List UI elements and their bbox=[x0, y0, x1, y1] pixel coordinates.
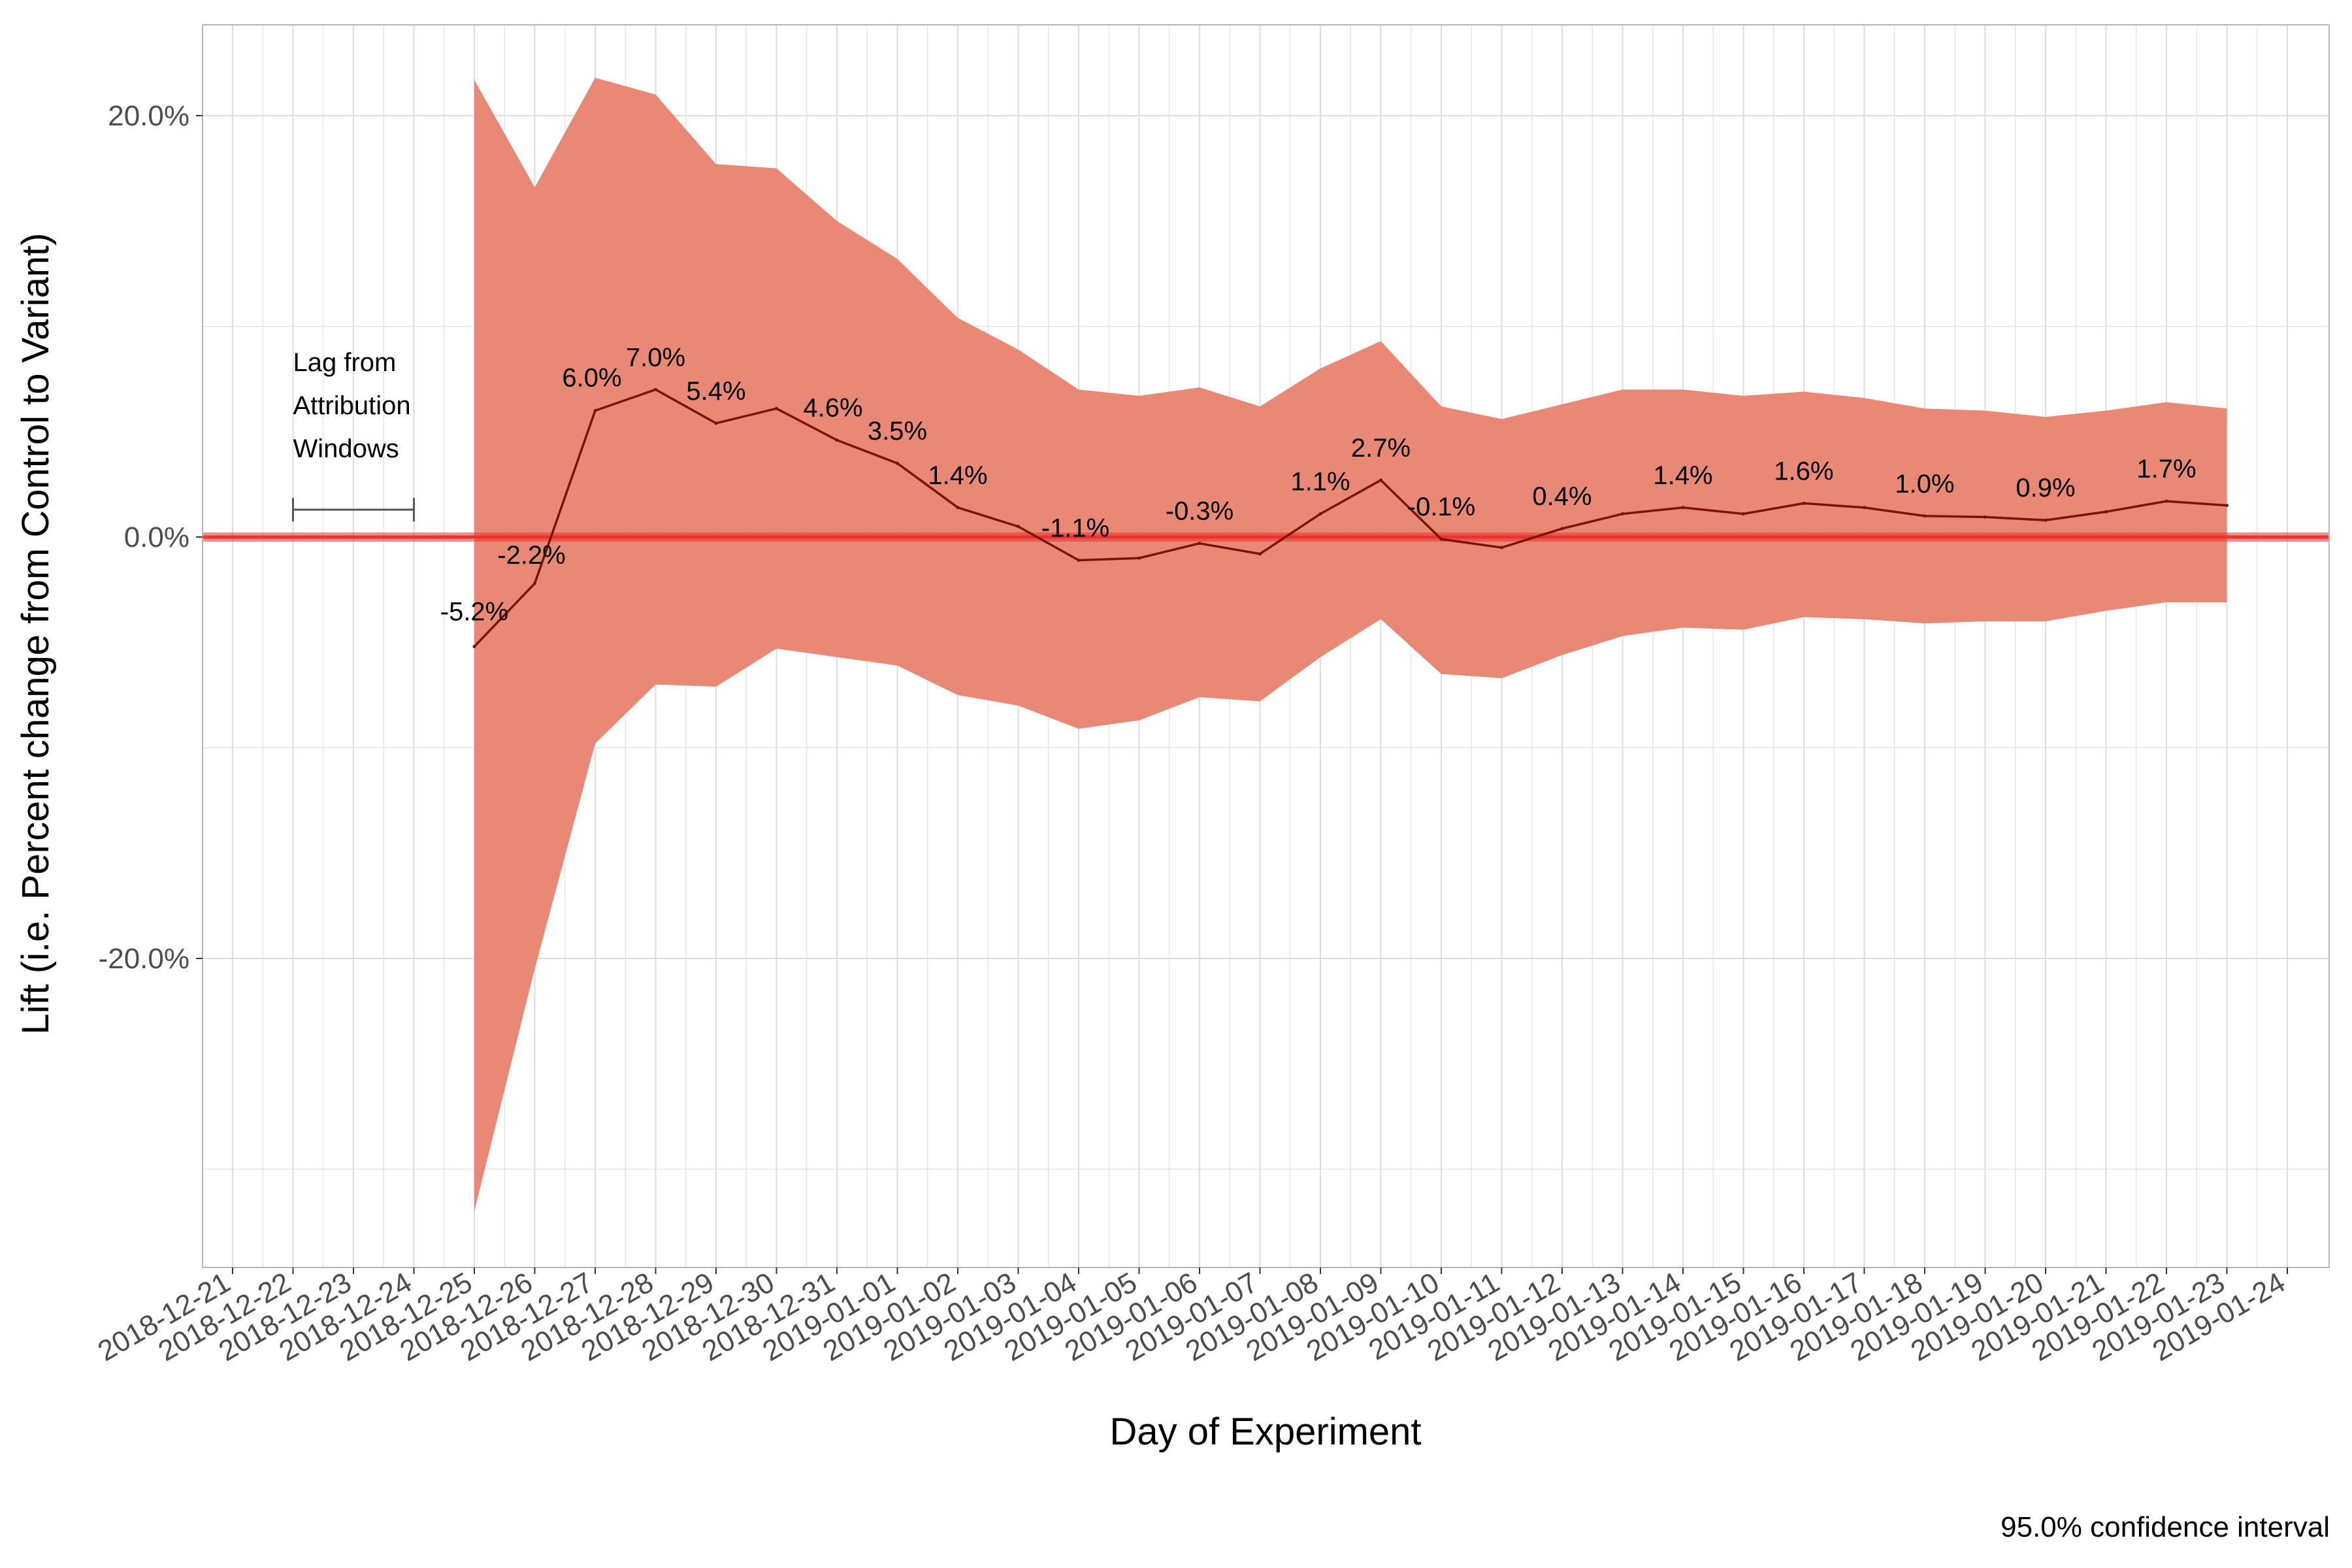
data-label: 1.0% bbox=[1895, 470, 1954, 498]
data-label: -0.1% bbox=[1407, 493, 1476, 521]
lag-annotation-text: Lag from bbox=[293, 348, 397, 377]
lift-point bbox=[1318, 512, 1322, 516]
lift-point bbox=[1137, 556, 1141, 560]
lift-point bbox=[593, 409, 597, 412]
lift-point bbox=[2164, 499, 2168, 503]
lift-point bbox=[1802, 501, 1806, 505]
lift-point bbox=[896, 461, 899, 465]
lift-point bbox=[775, 406, 778, 410]
lag-annotation-text: Attribution bbox=[293, 391, 411, 420]
data-label: 7.0% bbox=[626, 343, 685, 372]
y-tick-label: -20.0% bbox=[99, 943, 189, 975]
lift-point bbox=[2225, 504, 2229, 508]
lift-point bbox=[2044, 518, 2048, 522]
y-tick-label: 20.0% bbox=[108, 100, 189, 132]
data-label: 1.4% bbox=[1653, 461, 1712, 490]
lift-point bbox=[1621, 512, 1624, 516]
y-axis-title: Lift (i.e. Percent change from Control t… bbox=[14, 233, 57, 1034]
data-label: 1.6% bbox=[1774, 457, 1833, 485]
x-axis: 2018-12-212018-12-222018-12-232018-12-24… bbox=[93, 1266, 2291, 1367]
data-label: -5.2% bbox=[440, 598, 509, 627]
lift-point bbox=[2104, 510, 2108, 514]
data-label: 0.4% bbox=[1532, 482, 1592, 511]
lift-point bbox=[1681, 506, 1685, 510]
y-axis: 20.0% 0.0% -20.0% bbox=[99, 100, 203, 975]
lift-point bbox=[654, 387, 657, 391]
lift-point bbox=[714, 421, 718, 425]
panel-border bbox=[202, 24, 2330, 1268]
lift-point bbox=[1500, 546, 1503, 549]
lift-point bbox=[1439, 537, 1443, 541]
lift-point bbox=[1863, 506, 1866, 510]
lift-point bbox=[1923, 514, 1927, 518]
data-label: -2.2% bbox=[497, 541, 566, 570]
confidence-band-layer bbox=[474, 77, 2227, 1212]
data-label: 0.9% bbox=[2016, 474, 2075, 502]
lift-point bbox=[956, 506, 960, 510]
data-label: 5.4% bbox=[686, 377, 745, 406]
lag-annotation: Lag from Attribution Windows bbox=[292, 348, 415, 522]
confidence-band bbox=[474, 77, 2227, 1212]
lift-point bbox=[1379, 478, 1382, 482]
lag-annotation-text: Windows bbox=[293, 434, 399, 463]
data-label: 3.5% bbox=[868, 417, 927, 446]
lift-point bbox=[1198, 542, 1201, 546]
data-label: 1.7% bbox=[2136, 455, 2196, 483]
data-label: -1.1% bbox=[1041, 514, 1110, 542]
x-axis-title: Day of Experiment bbox=[1109, 1411, 1421, 1453]
lift-point bbox=[1017, 525, 1020, 529]
lift-point bbox=[835, 438, 839, 442]
lift-point bbox=[1742, 512, 1745, 516]
lift-point bbox=[533, 581, 536, 585]
y-tick-label: 0.0% bbox=[124, 521, 189, 553]
data-label: -0.3% bbox=[1166, 497, 1234, 526]
lift-point bbox=[1258, 552, 1262, 556]
data-label: 1.4% bbox=[928, 461, 987, 490]
data-label: 2.7% bbox=[1351, 434, 1411, 463]
lift-line-layer bbox=[472, 387, 2229, 649]
chart-caption: 95.0% confidence interval bbox=[2001, 1511, 2330, 1543]
data-labels: -5.2%-2.2%6.0%7.0%5.4%4.6%3.5%1.4%-1.1%-… bbox=[440, 343, 2197, 626]
lift-line bbox=[473, 388, 2227, 647]
data-label: 6.0% bbox=[562, 364, 621, 393]
data-label: 1.1% bbox=[1290, 468, 1350, 497]
lift-point bbox=[472, 645, 476, 649]
lift-point bbox=[1077, 558, 1081, 562]
data-label: 4.6% bbox=[803, 394, 862, 423]
lift-point bbox=[1560, 527, 1564, 531]
lift-point bbox=[1984, 515, 1987, 519]
